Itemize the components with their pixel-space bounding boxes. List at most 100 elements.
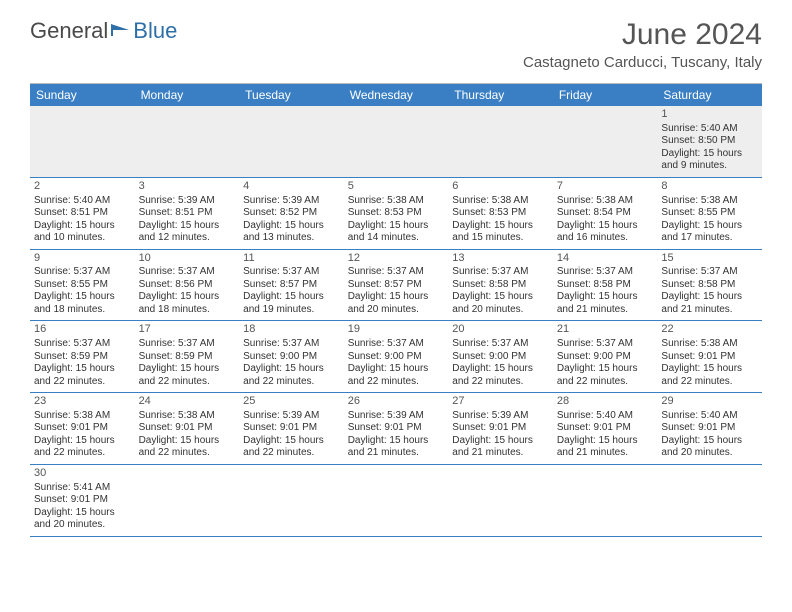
- day-info-line: Daylight: 15 hours: [243, 220, 340, 233]
- day-number: 20: [452, 323, 549, 337]
- day-cell: 29Sunrise: 5:40 AMSunset: 9:01 PMDayligh…: [657, 393, 762, 464]
- day-info-line: Sunrise: 5:37 AM: [243, 266, 340, 279]
- day-info-line: Sunset: 8:53 PM: [348, 207, 445, 220]
- day-info-line: Daylight: 15 hours: [348, 363, 445, 376]
- day-cell: 30Sunrise: 5:41 AMSunset: 9:01 PMDayligh…: [30, 465, 135, 536]
- day-cell: 22Sunrise: 5:38 AMSunset: 9:01 PMDayligh…: [657, 321, 762, 392]
- header: General Blue June 2024 Castagneto Carduc…: [0, 0, 792, 77]
- day-cell: .: [239, 106, 344, 177]
- day-info-line: Sunset: 8:58 PM: [452, 279, 549, 292]
- day-header: Monday: [135, 84, 240, 106]
- day-cell: 12Sunrise: 5:37 AMSunset: 8:57 PMDayligh…: [344, 250, 449, 321]
- day-number: 13: [452, 252, 549, 266]
- day-info-line: Daylight: 15 hours: [661, 363, 758, 376]
- day-info-line: and 22 minutes.: [139, 376, 236, 389]
- day-info-line: Sunrise: 5:37 AM: [348, 266, 445, 279]
- day-cell: 5Sunrise: 5:38 AMSunset: 8:53 PMDaylight…: [344, 178, 449, 249]
- day-number: 30: [34, 467, 131, 481]
- week-row: 30Sunrise: 5:41 AMSunset: 9:01 PMDayligh…: [30, 465, 762, 537]
- day-info-line: Sunset: 8:51 PM: [34, 207, 131, 220]
- day-info-line: Daylight: 15 hours: [557, 435, 654, 448]
- day-info-line: Daylight: 15 hours: [661, 291, 758, 304]
- day-number: 29: [661, 395, 758, 409]
- day-info-line: Sunset: 8:59 PM: [34, 351, 131, 364]
- day-info-line: Sunrise: 5:37 AM: [139, 338, 236, 351]
- day-cell: 23Sunrise: 5:38 AMSunset: 9:01 PMDayligh…: [30, 393, 135, 464]
- day-info-line: and 22 minutes.: [139, 447, 236, 460]
- day-info-line: Sunrise: 5:39 AM: [243, 195, 340, 208]
- day-info-line: and 20 minutes.: [34, 519, 131, 532]
- day-number: 5: [348, 180, 445, 194]
- day-info-line: Daylight: 15 hours: [139, 435, 236, 448]
- day-cell: 17Sunrise: 5:37 AMSunset: 8:59 PMDayligh…: [135, 321, 240, 392]
- day-number: 28: [557, 395, 654, 409]
- logo-text-2: Blue: [133, 18, 177, 44]
- day-number: 19: [348, 323, 445, 337]
- day-info-line: Sunset: 8:50 PM: [661, 135, 758, 148]
- week-row: 2Sunrise: 5:40 AMSunset: 8:51 PMDaylight…: [30, 178, 762, 250]
- title-area: June 2024 Castagneto Carducci, Tuscany, …: [523, 18, 762, 71]
- month-title: June 2024: [523, 18, 762, 52]
- day-info-line: Daylight: 15 hours: [452, 363, 549, 376]
- day-header: Sunday: [30, 84, 135, 106]
- day-info-line: Sunset: 8:58 PM: [557, 279, 654, 292]
- day-info-line: Sunrise: 5:40 AM: [557, 410, 654, 423]
- day-info-line: and 18 minutes.: [139, 304, 236, 317]
- day-info-line: Daylight: 15 hours: [243, 291, 340, 304]
- day-cell: .: [553, 465, 658, 536]
- calendar: SundayMondayTuesdayWednesdayThursdayFrid…: [30, 83, 762, 537]
- day-info-line: Sunset: 8:57 PM: [243, 279, 340, 292]
- day-cell: 1Sunrise: 5:40 AMSunset: 8:50 PMDaylight…: [657, 106, 762, 177]
- day-info-line: Sunset: 9:01 PM: [139, 422, 236, 435]
- day-info-line: Sunrise: 5:37 AM: [34, 266, 131, 279]
- day-info-line: Sunset: 8:56 PM: [139, 279, 236, 292]
- day-cell: 21Sunrise: 5:37 AMSunset: 9:00 PMDayligh…: [553, 321, 658, 392]
- day-number: 18: [243, 323, 340, 337]
- day-number: 2: [34, 180, 131, 194]
- day-info-line: Sunset: 9:01 PM: [661, 422, 758, 435]
- day-number: 17: [139, 323, 236, 337]
- day-info-line: Daylight: 15 hours: [243, 435, 340, 448]
- day-cell: 13Sunrise: 5:37 AMSunset: 8:58 PMDayligh…: [448, 250, 553, 321]
- day-info-line: Daylight: 15 hours: [348, 435, 445, 448]
- day-cell: 25Sunrise: 5:39 AMSunset: 9:01 PMDayligh…: [239, 393, 344, 464]
- day-number: 3: [139, 180, 236, 194]
- day-header-row: SundayMondayTuesdayWednesdayThursdayFrid…: [30, 84, 762, 106]
- day-info-line: Sunrise: 5:37 AM: [348, 338, 445, 351]
- day-number: 22: [661, 323, 758, 337]
- day-info-line: and 19 minutes.: [243, 304, 340, 317]
- day-number: 1: [661, 108, 758, 122]
- day-info-line: Daylight: 15 hours: [661, 220, 758, 233]
- day-header: Friday: [553, 84, 658, 106]
- day-cell: 19Sunrise: 5:37 AMSunset: 9:00 PMDayligh…: [344, 321, 449, 392]
- day-info-line: Daylight: 15 hours: [139, 363, 236, 376]
- day-info-line: Sunset: 8:59 PM: [139, 351, 236, 364]
- day-number: 7: [557, 180, 654, 194]
- day-number: 14: [557, 252, 654, 266]
- day-info-line: Sunrise: 5:37 AM: [557, 338, 654, 351]
- day-cell: 24Sunrise: 5:38 AMSunset: 9:01 PMDayligh…: [135, 393, 240, 464]
- day-info-line: and 22 minutes.: [661, 376, 758, 389]
- day-header: Thursday: [448, 84, 553, 106]
- day-info-line: Sunrise: 5:37 AM: [557, 266, 654, 279]
- day-info-line: and 21 minutes.: [557, 304, 654, 317]
- day-number: 6: [452, 180, 549, 194]
- day-info-line: Daylight: 15 hours: [348, 291, 445, 304]
- day-info-line: and 9 minutes.: [661, 160, 758, 173]
- day-info-line: Sunrise: 5:37 AM: [243, 338, 340, 351]
- day-cell: 2Sunrise: 5:40 AMSunset: 8:51 PMDaylight…: [30, 178, 135, 249]
- day-info-line: and 20 minutes.: [452, 304, 549, 317]
- day-cell: 10Sunrise: 5:37 AMSunset: 8:56 PMDayligh…: [135, 250, 240, 321]
- day-cell: 16Sunrise: 5:37 AMSunset: 8:59 PMDayligh…: [30, 321, 135, 392]
- day-info-line: Sunrise: 5:38 AM: [557, 195, 654, 208]
- day-header: Tuesday: [239, 84, 344, 106]
- day-info-line: and 17 minutes.: [661, 232, 758, 245]
- day-info-line: Daylight: 15 hours: [452, 220, 549, 233]
- day-info-line: Sunset: 9:00 PM: [452, 351, 549, 364]
- day-info-line: Sunrise: 5:38 AM: [452, 195, 549, 208]
- day-number: 24: [139, 395, 236, 409]
- day-info-line: Sunrise: 5:37 AM: [139, 266, 236, 279]
- day-info-line: Daylight: 15 hours: [34, 291, 131, 304]
- day-info-line: and 22 minutes.: [34, 376, 131, 389]
- day-cell: 15Sunrise: 5:37 AMSunset: 8:58 PMDayligh…: [657, 250, 762, 321]
